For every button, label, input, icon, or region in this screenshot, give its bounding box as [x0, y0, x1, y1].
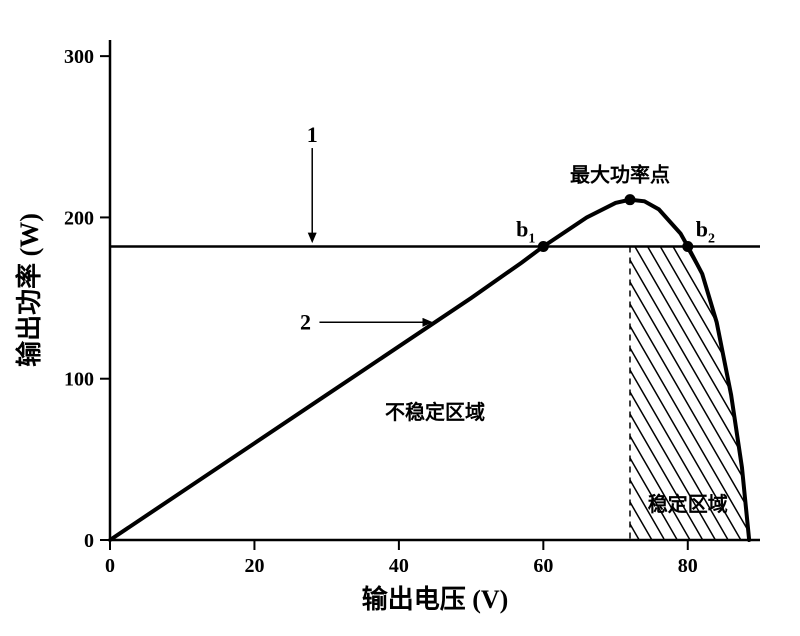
svg-text:80: 80	[678, 555, 698, 577]
x-ticks: 0 20 40 60 80	[105, 540, 698, 577]
svg-text:300: 300	[64, 46, 94, 68]
svg-text:0: 0	[105, 555, 115, 577]
stable-region-label: 稳定区域	[648, 492, 728, 516]
marker-b1	[538, 241, 548, 251]
ref-label-1: 1	[307, 122, 318, 147]
svg-text:60: 60	[533, 555, 553, 577]
unstable-region-label: 不稳定区域	[385, 400, 485, 424]
marker-b2	[683, 241, 693, 251]
svg-text:20: 20	[244, 555, 264, 577]
pv-curve-2	[110, 200, 749, 540]
marker-mpp	[625, 195, 635, 205]
b1-label: b1	[516, 216, 535, 246]
svg-text:200: 200	[64, 207, 94, 229]
mpp-label: 最大功率点	[570, 163, 670, 187]
b2-label: b2	[696, 216, 715, 246]
svg-text:100: 100	[64, 369, 94, 391]
svg-text:0: 0	[84, 530, 94, 552]
svg-text:40: 40	[389, 555, 409, 577]
pv-power-curve-chart: 0 20 40 60 80 0 100 200 300 输出电压 (V) 输出功率 (W) 1…	[0, 0, 800, 636]
ref-label-2: 2	[300, 309, 311, 334]
y-ticks: 0 100 200 300	[64, 46, 110, 552]
x-axis-label: 输出电压 (V)	[362, 584, 509, 614]
y-axis-label: 输出功率 (W)	[14, 213, 44, 367]
